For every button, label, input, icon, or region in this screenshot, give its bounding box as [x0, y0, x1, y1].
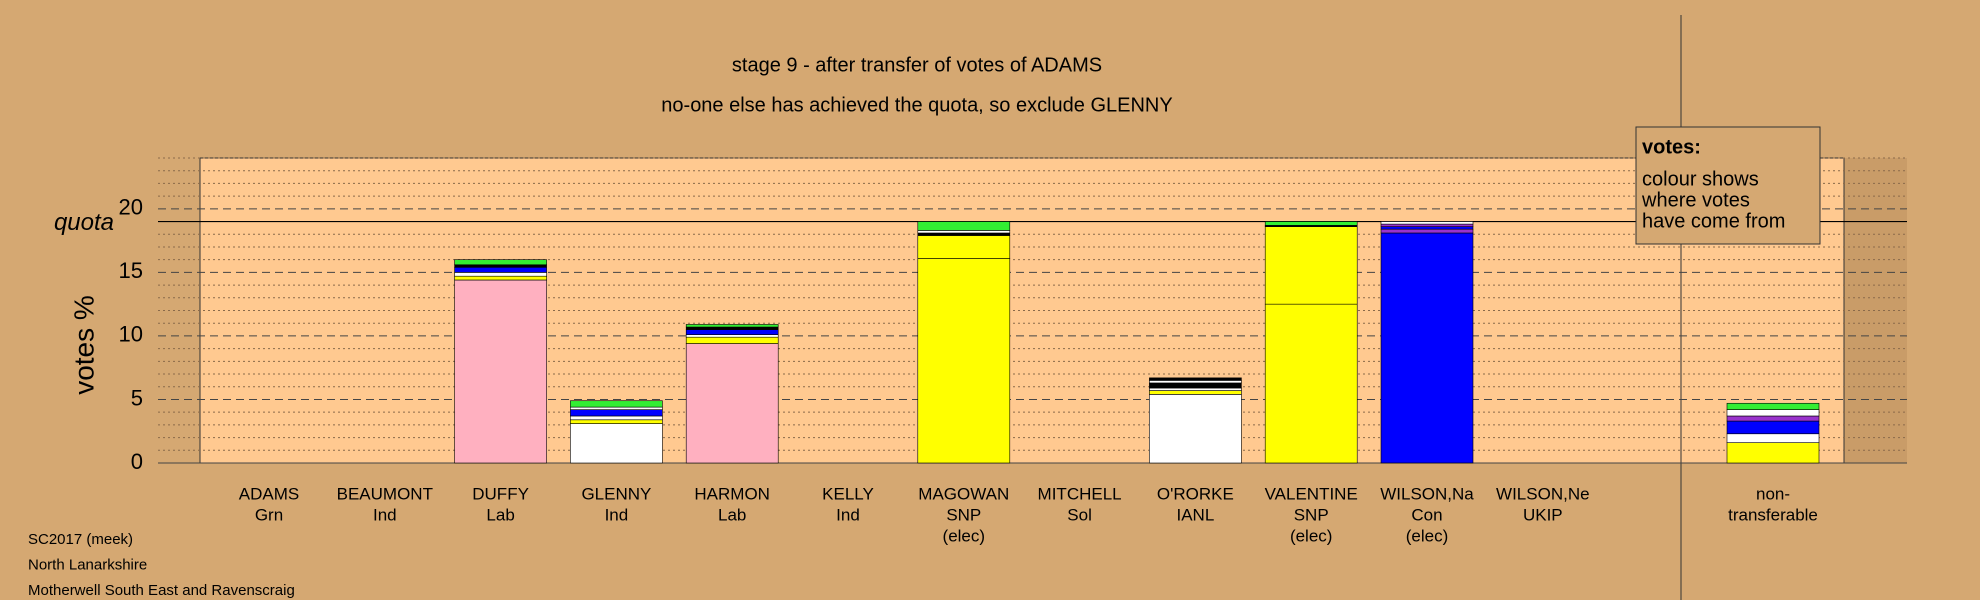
bar-segment — [1380, 226, 1474, 230]
chart-title: stage 9 - after transfer of votes of ADA… — [732, 54, 1102, 76]
quota-label: quota — [54, 209, 114, 236]
x-tick-label: (elec) — [1406, 526, 1449, 545]
x-tick-label: (elec) — [943, 526, 986, 545]
plot-area — [199, 157, 1845, 464]
x-tick-label: Grn — [255, 505, 283, 524]
bar-segment — [570, 409, 663, 417]
bar-segment — [1149, 390, 1242, 395]
bar-segment — [1726, 402, 1820, 410]
bar-segment — [917, 230, 1011, 234]
footer-text: Motherwell South East and Ravenscraig — [28, 582, 295, 599]
bar-segment — [1149, 394, 1242, 464]
x-tick-label: ADAMS — [239, 484, 299, 503]
y-tick-label: 15 — [119, 258, 143, 283]
bar-segment — [1726, 415, 1820, 422]
y-axis-label: votes % — [68, 295, 99, 395]
bar-segment — [454, 266, 547, 273]
legend-box — [1635, 126, 1821, 245]
y-tick-label: 10 — [119, 322, 143, 347]
bar-segment — [454, 264, 547, 268]
bar-segment — [454, 275, 547, 281]
x-tick-label: KELLY — [822, 484, 874, 503]
bar-segment — [1726, 433, 1820, 443]
x-tick-label: MAGOWAN — [918, 484, 1009, 503]
x-tick-label: non- — [1756, 484, 1790, 503]
x-tick-label: Con — [1411, 505, 1442, 524]
x-tick-label: SNP — [1294, 505, 1329, 524]
chart-subtitle: no-one else has achieved the quota, so e… — [661, 94, 1172, 116]
y-tick-label: 20 — [119, 195, 143, 220]
bar-segment — [1149, 377, 1242, 381]
bar-segment — [570, 400, 663, 408]
footer-text: North Lanarkshire — [28, 556, 147, 573]
bar-segment — [917, 221, 1011, 231]
x-tick-label: Ind — [373, 505, 397, 524]
x-tick-label: WILSON,Na — [1380, 484, 1474, 503]
legend-text: have come from — [1642, 210, 1785, 232]
x-tick-label: (elec) — [1290, 526, 1333, 545]
bar-segment — [570, 415, 663, 421]
legend-text: colour shows — [1642, 168, 1759, 190]
bar-segment — [917, 232, 1011, 236]
bar-segment — [1264, 226, 1358, 305]
bar-segment — [1726, 409, 1820, 417]
x-tick-label: HARMON — [694, 484, 770, 503]
bar-segment — [1264, 303, 1358, 464]
bar-segment — [1264, 221, 1358, 226]
bar-segment — [1380, 221, 1474, 225]
legend-title: votes: — [1642, 136, 1701, 158]
x-tick-label: transferable — [1728, 505, 1818, 524]
bar-segment — [570, 406, 663, 410]
x-tick-label: Lab — [486, 505, 514, 524]
footer-text: SC2017 (meek) — [28, 531, 133, 548]
legend-text: where votes — [1641, 189, 1750, 211]
bar-segment — [1149, 382, 1242, 389]
bar-segment — [454, 259, 547, 266]
x-tick-label: Lab — [718, 505, 746, 524]
x-tick-label: Sol — [1067, 505, 1092, 524]
x-tick-label: IANL — [1177, 505, 1215, 524]
bar-segment — [685, 343, 779, 464]
bar-segment — [685, 336, 779, 344]
bar-segment — [1726, 442, 1820, 464]
x-tick-label: O'RORKE — [1157, 484, 1234, 503]
bar-segment — [570, 423, 663, 464]
x-tick-label: Ind — [836, 505, 860, 524]
x-tick-label: VALENTINE — [1265, 484, 1358, 503]
x-tick-label: BEAUMONT — [337, 484, 433, 503]
x-tick-label: MITCHELL — [1038, 484, 1122, 503]
bar-segment — [685, 329, 779, 335]
bar-segment — [1380, 228, 1474, 234]
y-tick-label: 5 — [131, 385, 143, 410]
bar-segment — [1380, 223, 1474, 227]
bar-segment — [685, 326, 779, 330]
bar-segment — [454, 279, 547, 464]
x-tick-label: UKIP — [1523, 505, 1563, 524]
x-tick-label: DUFFY — [472, 484, 529, 503]
bar-segment — [917, 258, 1011, 464]
x-tick-label: SNP — [946, 505, 981, 524]
y-tick-label: 0 — [131, 449, 143, 474]
x-tick-label: Ind — [605, 505, 629, 524]
bar-segment — [454, 272, 547, 277]
bar-segment — [570, 419, 663, 424]
bar-segment — [917, 235, 1011, 259]
x-tick-label: WILSON,Ne — [1496, 484, 1590, 503]
bar-segment — [685, 334, 779, 338]
bar-segment — [1726, 420, 1820, 435]
x-tick-label: GLENNY — [581, 484, 651, 503]
bar-segment — [1149, 387, 1242, 391]
bar-segment — [685, 324, 779, 328]
bar-segment — [1149, 380, 1242, 384]
bar-segment — [1380, 232, 1474, 464]
